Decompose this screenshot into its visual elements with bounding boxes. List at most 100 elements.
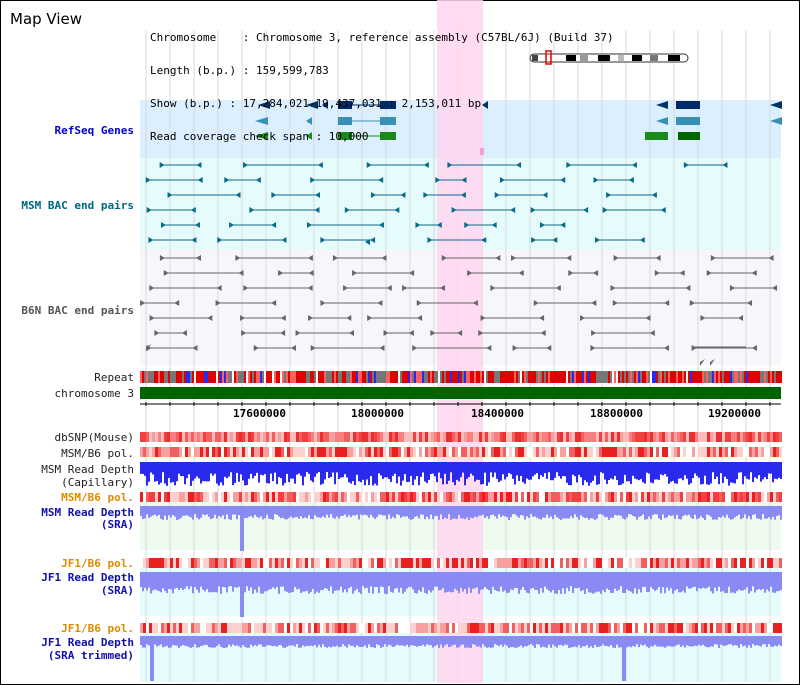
heat-cell bbox=[566, 558, 569, 568]
track-label-refseq[interactable]: RefSeq Genes bbox=[54, 124, 134, 137]
read-depth-bar bbox=[704, 636, 706, 647]
repeat-segment bbox=[352, 371, 354, 383]
read-depth-bar bbox=[548, 572, 550, 591]
heat-cell bbox=[314, 492, 317, 502]
bac-end-marker bbox=[190, 207, 196, 213]
heat-cell bbox=[413, 623, 416, 633]
repeat-segment bbox=[322, 371, 324, 383]
read-depth-bar bbox=[196, 462, 198, 477]
track-label-msm-bac[interactable]: MSM BAC end pairs bbox=[21, 199, 134, 212]
read-depth-bar bbox=[402, 462, 404, 481]
bac-end-marker bbox=[593, 177, 599, 183]
read-depth-bar bbox=[632, 462, 634, 476]
track-label-jf1-depth: JF1 Read Depth bbox=[41, 571, 134, 584]
repeat-segment bbox=[634, 371, 636, 383]
heat-cell bbox=[740, 492, 743, 502]
heat-cell bbox=[584, 432, 587, 442]
read-depth-bar bbox=[522, 636, 524, 648]
read-depth-bar bbox=[510, 506, 512, 518]
repeat-segment bbox=[664, 371, 666, 383]
repeat-segment bbox=[568, 371, 570, 383]
heat-cell bbox=[653, 492, 656, 502]
heat-cell bbox=[215, 558, 218, 568]
read-depth-bar bbox=[544, 462, 546, 474]
read-depth-bar bbox=[750, 636, 752, 648]
repeat-segment bbox=[158, 371, 160, 383]
read-depth-bar bbox=[388, 572, 390, 587]
heat-cell bbox=[518, 558, 521, 568]
heat-cell bbox=[149, 558, 152, 568]
heat-cell bbox=[617, 558, 620, 568]
read-depth-bar bbox=[340, 506, 342, 517]
heat-cell bbox=[284, 558, 287, 568]
read-depth-bar bbox=[406, 636, 408, 645]
heat-cell bbox=[611, 447, 614, 457]
read-depth-bar bbox=[206, 636, 208, 645]
read-depth-bar bbox=[718, 572, 720, 587]
read-depth-bar bbox=[166, 462, 168, 486]
bac-end-marker bbox=[423, 162, 429, 168]
heat-cell bbox=[644, 432, 647, 442]
repeat-segment bbox=[512, 371, 514, 383]
read-depth-bar bbox=[198, 462, 200, 479]
repeat-segment bbox=[442, 371, 444, 383]
read-depth-bar bbox=[536, 572, 538, 591]
heat-cell bbox=[167, 558, 170, 568]
repeat-segment bbox=[450, 371, 452, 383]
read-depth-bar bbox=[222, 636, 224, 648]
read-depth-bar bbox=[660, 572, 662, 594]
read-depth-bar bbox=[584, 462, 586, 481]
track-label-b6n-bac[interactable]: B6N BAC end pairs bbox=[21, 304, 134, 317]
heat-cell bbox=[362, 447, 365, 457]
repeat-segment bbox=[364, 371, 366, 383]
read-depth-bar bbox=[196, 572, 198, 590]
bac-end-marker bbox=[606, 192, 612, 198]
repeat-segment bbox=[624, 371, 626, 383]
read-depth-bar bbox=[460, 462, 462, 478]
bac-end-marker bbox=[386, 285, 392, 291]
read-depth-bar bbox=[380, 506, 382, 515]
bac-end-marker bbox=[460, 192, 466, 198]
read-depth-bar bbox=[156, 462, 158, 482]
read-depth-bar bbox=[480, 636, 482, 648]
read-depth-bar bbox=[350, 506, 352, 518]
repeat-segment bbox=[504, 371, 506, 383]
heat-cell bbox=[371, 492, 374, 502]
heat-cell bbox=[539, 432, 542, 442]
read-depth-bar bbox=[570, 572, 572, 587]
read-depth-bar bbox=[422, 572, 424, 588]
repeat-segment bbox=[362, 371, 364, 383]
heat-cell bbox=[488, 492, 491, 502]
read-depth-bar bbox=[328, 506, 330, 518]
heat-cell bbox=[389, 447, 392, 457]
read-depth-bar bbox=[604, 506, 606, 518]
read-depth-bar bbox=[720, 506, 722, 518]
read-depth-bar bbox=[220, 636, 222, 647]
read-depth-bar bbox=[220, 462, 222, 483]
read-depth-bar bbox=[700, 636, 702, 646]
heat-cell bbox=[299, 447, 302, 457]
heat-cell bbox=[731, 492, 734, 502]
heat-cell bbox=[773, 558, 776, 568]
read-depth-bar bbox=[656, 572, 658, 590]
read-depth-bar bbox=[298, 462, 300, 474]
read-depth-bar bbox=[664, 506, 666, 519]
read-depth-bar bbox=[668, 462, 670, 484]
read-depth-bar bbox=[140, 572, 142, 588]
ruler-tick-label: 18800000 bbox=[590, 407, 643, 420]
heat-cell bbox=[641, 558, 644, 568]
read-depth-bar bbox=[700, 462, 702, 485]
heat-cell bbox=[539, 558, 542, 568]
heat-cell bbox=[506, 447, 509, 457]
heat-cell bbox=[356, 623, 359, 633]
repeat-segment bbox=[682, 371, 684, 383]
heat-cell bbox=[566, 432, 569, 442]
heat-cell bbox=[329, 492, 332, 502]
repeat-segment bbox=[726, 371, 728, 383]
heat-cell bbox=[548, 492, 551, 502]
heat-cell bbox=[353, 432, 356, 442]
read-depth-bar bbox=[268, 506, 270, 519]
read-depth-bar bbox=[260, 572, 262, 594]
heat-cell bbox=[704, 623, 707, 633]
